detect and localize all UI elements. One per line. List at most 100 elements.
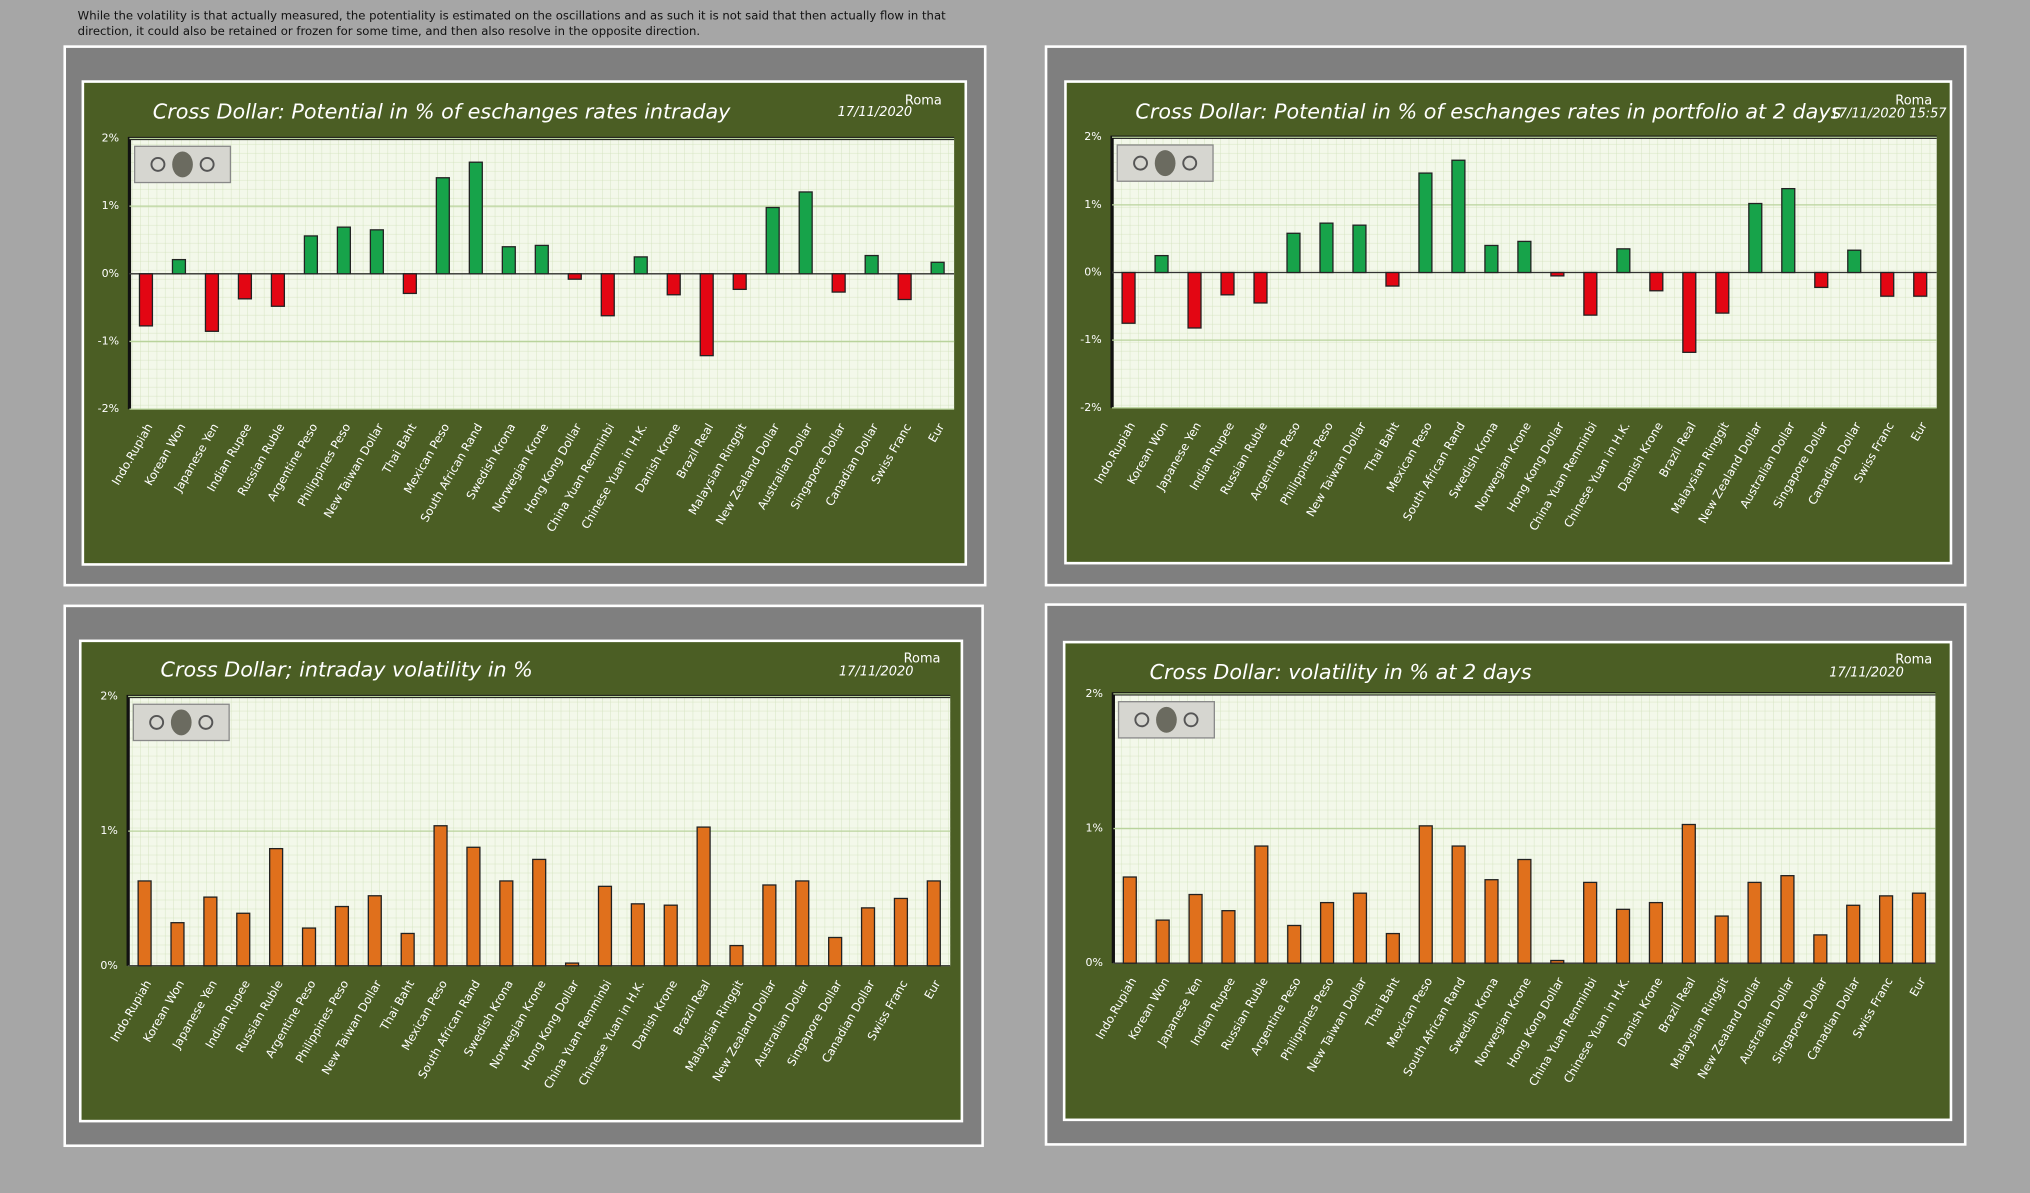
bar [828, 936, 843, 967]
bar [468, 161, 483, 275]
bar [1155, 919, 1170, 964]
bar [1122, 876, 1137, 964]
bar [1187, 271, 1202, 329]
bar [204, 273, 220, 332]
bar [236, 912, 251, 967]
bar [1451, 845, 1466, 964]
bar [1220, 271, 1235, 296]
y-tick-label: 0% [100, 959, 117, 972]
bar [696, 826, 711, 967]
dollar-seal [199, 156, 215, 172]
bar [1385, 271, 1400, 287]
bar [1319, 222, 1334, 274]
bar [831, 273, 846, 293]
chart-title: Cross Dollar: Potential in % of eschange… [153, 100, 731, 124]
y-tick-label: 0% [1086, 956, 1103, 969]
bar [269, 847, 284, 967]
bar [1451, 159, 1466, 274]
chart-panel: Cross Dollar: Potential in % of eschange… [1044, 45, 1967, 587]
bar [930, 261, 945, 275]
bar [400, 932, 415, 967]
bar [1648, 901, 1664, 964]
bar [1484, 879, 1499, 964]
bar [663, 904, 678, 967]
bar [402, 273, 417, 295]
chart-location: Roma [1895, 93, 1932, 108]
bar [1748, 202, 1763, 274]
bar [367, 895, 382, 967]
dollar-seal [150, 156, 166, 172]
bar [1319, 901, 1335, 964]
bar [729, 944, 744, 967]
bar [1484, 244, 1499, 274]
y-tick-label: -1% [98, 334, 119, 347]
dollar-seal [149, 714, 165, 730]
bar [1583, 881, 1598, 964]
y-tick-label: 1% [100, 824, 117, 837]
y-tick-label: 2% [100, 689, 117, 702]
bar [303, 235, 319, 275]
bar [1154, 254, 1169, 274]
bar [1286, 232, 1301, 274]
chart-title: Cross Dollar: volatility in % at 2 days [1150, 660, 1532, 684]
chart-date: 17/11/2020 15:57 [1831, 106, 1948, 121]
bar [1550, 271, 1565, 277]
bar [1814, 271, 1829, 289]
bar [1616, 248, 1631, 274]
bar [138, 273, 154, 327]
dollar-portrait [172, 151, 193, 178]
y-tick-label: 2% [1086, 687, 1103, 700]
bar [699, 273, 714, 357]
bar [301, 927, 317, 967]
bar [1813, 934, 1828, 964]
chart-panel: Cross Dollar: Potential in % of eschange… [63, 45, 987, 587]
bar [369, 229, 384, 275]
bar [1418, 825, 1433, 964]
bar [171, 258, 187, 275]
y-tick-label: 1% [1086, 822, 1103, 835]
y-tick-label: 1% [1084, 198, 1101, 211]
bar [466, 846, 481, 967]
chart-date: 17/11/2020 [838, 105, 913, 120]
bar [795, 880, 810, 967]
y-tick-label: -2% [98, 402, 119, 415]
bar [1847, 249, 1862, 274]
chart-title: Cross Dollar: Potential in % of eschange… [1135, 100, 1841, 124]
bar [1352, 224, 1367, 274]
bar [203, 896, 218, 967]
bar [1418, 172, 1433, 274]
dollar-seal [198, 714, 214, 730]
bar [1583, 271, 1598, 316]
bar [1846, 904, 1861, 964]
bar [567, 273, 582, 280]
bar [1878, 895, 1894, 964]
bar [897, 273, 912, 301]
bar [1714, 915, 1729, 964]
bar [532, 858, 547, 967]
bar [1254, 845, 1269, 964]
dollar-seal [1134, 712, 1150, 728]
bar [334, 905, 350, 967]
bar [170, 922, 185, 967]
dollar-seal [1182, 155, 1198, 171]
dollar-portrait [170, 709, 192, 736]
dollar-seal [1133, 155, 1148, 171]
bar [1221, 910, 1236, 964]
bar [336, 226, 351, 275]
bar [860, 907, 876, 967]
bar [499, 880, 514, 967]
bar [1715, 271, 1730, 314]
chart-location: Roma [1895, 653, 1932, 668]
chart-panel: Cross Dollar: volatility in % at 2 days 1… [1044, 603, 1967, 1146]
bar [237, 273, 253, 300]
bar [1911, 892, 1927, 964]
bar [1682, 271, 1697, 353]
bar [1681, 823, 1696, 964]
chart-location: Roma [904, 651, 941, 666]
bar [1188, 893, 1203, 964]
bar [1615, 908, 1631, 964]
y-tick-label: -1% [1080, 333, 1101, 346]
bar [534, 244, 549, 275]
bar [270, 273, 286, 307]
